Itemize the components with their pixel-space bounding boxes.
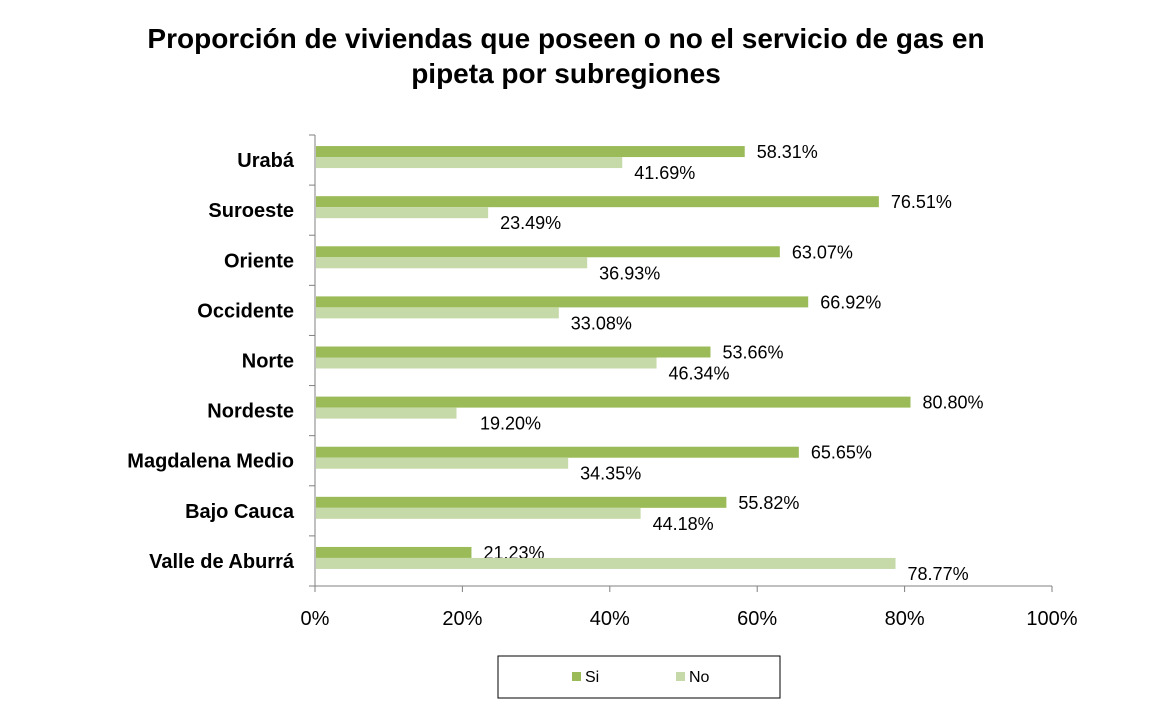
data-label-no: 78.77% xyxy=(908,564,969,584)
bar-si xyxy=(316,346,711,358)
bar-no xyxy=(316,557,896,569)
x-tick-label: 40% xyxy=(590,608,630,630)
x-tick-label: 0% xyxy=(301,608,330,630)
data-label-si: 76.51% xyxy=(891,192,952,212)
chart-title-line-1: Proporción de viviendas que poseen o no … xyxy=(147,23,984,54)
category-label: Nordeste xyxy=(207,401,294,423)
bar-si xyxy=(316,446,799,458)
bar-si xyxy=(316,246,780,258)
data-label-si: 63.07% xyxy=(792,242,853,262)
bar-si xyxy=(316,546,472,558)
data-label-si: 55.82% xyxy=(738,493,799,513)
bar-si xyxy=(316,296,809,308)
x-tick-label: 80% xyxy=(885,608,925,630)
bar-no xyxy=(316,507,641,519)
data-label-no: 41.69% xyxy=(634,163,695,183)
x-tick-label: 100% xyxy=(1026,608,1077,630)
category-label: Bajo Cauca xyxy=(185,501,295,523)
bar-no xyxy=(316,157,623,169)
bar-no xyxy=(316,207,489,219)
bar-si xyxy=(316,196,879,208)
x-tick-label: 20% xyxy=(442,608,482,630)
category-label: Occidente xyxy=(197,300,294,322)
data-label-no: 36.93% xyxy=(599,263,660,283)
data-label-no: 34.35% xyxy=(580,464,641,484)
category-label: Norte xyxy=(242,351,294,373)
legend-label-si: Si xyxy=(585,669,599,686)
data-label-si: 65.65% xyxy=(811,443,872,463)
bar-no xyxy=(316,357,657,369)
legend-swatch-no xyxy=(676,672,685,681)
data-label-si: 66.92% xyxy=(820,292,881,312)
category-label: Urabá xyxy=(237,150,295,172)
bar-no xyxy=(316,407,457,419)
bar-si xyxy=(316,396,911,408)
bar-si xyxy=(316,496,727,508)
legend-swatch-si xyxy=(572,672,581,681)
data-label-si: 53.66% xyxy=(722,343,783,363)
data-label-si: 80.80% xyxy=(922,393,983,413)
x-tick-label: 60% xyxy=(737,608,777,630)
category-label: Valle de Aburrá xyxy=(149,551,295,573)
chart-title-line-2: pipeta por subregiones xyxy=(411,58,721,89)
category-label: Suroeste xyxy=(208,200,294,222)
legend-label-no: No xyxy=(689,669,710,686)
data-label-no: 23.49% xyxy=(500,213,561,233)
data-label-si: 58.31% xyxy=(757,142,818,162)
category-label: Oriente xyxy=(224,250,294,272)
bar-no xyxy=(316,457,569,469)
bar-no xyxy=(316,307,559,319)
legend: Si No xyxy=(497,655,781,699)
data-label-no: 33.08% xyxy=(571,313,632,333)
legend-box xyxy=(497,655,781,699)
data-label-no: 44.18% xyxy=(653,514,714,534)
data-label-no: 46.34% xyxy=(669,364,730,384)
data-label-no: 19.20% xyxy=(480,414,541,434)
bar-si xyxy=(316,146,745,158)
plot-area: 0% 20% 40% 60% 80% 100% Urabá 58.31% 41.69% Suroe… xyxy=(127,134,1078,630)
bar-no xyxy=(316,257,588,269)
category-label: Magdalena Medio xyxy=(127,451,294,473)
